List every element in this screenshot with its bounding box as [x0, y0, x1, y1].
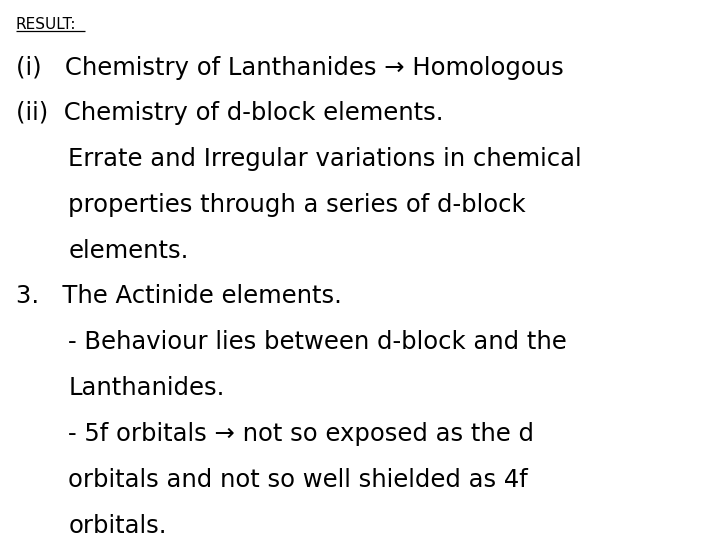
Text: RESULT:: RESULT: [16, 17, 76, 32]
Text: 3.   The Actinide elements.: 3. The Actinide elements. [16, 285, 342, 308]
Text: Lanthanides.: Lanthanides. [68, 376, 225, 400]
Text: orbitals and not so well shielded as 4f: orbitals and not so well shielded as 4f [68, 468, 528, 492]
Text: Errate and Irregular variations in chemical: Errate and Irregular variations in chemi… [68, 147, 582, 171]
Text: (ii)  Chemistry of d-block elements.: (ii) Chemistry of d-block elements. [16, 102, 444, 125]
Text: properties through a series of d-block: properties through a series of d-block [68, 193, 526, 217]
Text: - Behaviour lies between d-block and the: - Behaviour lies between d-block and the [68, 330, 567, 354]
Text: - 5f orbitals → not so exposed as the d: - 5f orbitals → not so exposed as the d [68, 422, 534, 446]
Text: orbitals.: orbitals. [68, 514, 167, 538]
Text: (i)   Chemistry of Lanthanides → Homologous: (i) Chemistry of Lanthanides → Homologou… [16, 56, 564, 79]
Text: elements.: elements. [68, 239, 189, 262]
